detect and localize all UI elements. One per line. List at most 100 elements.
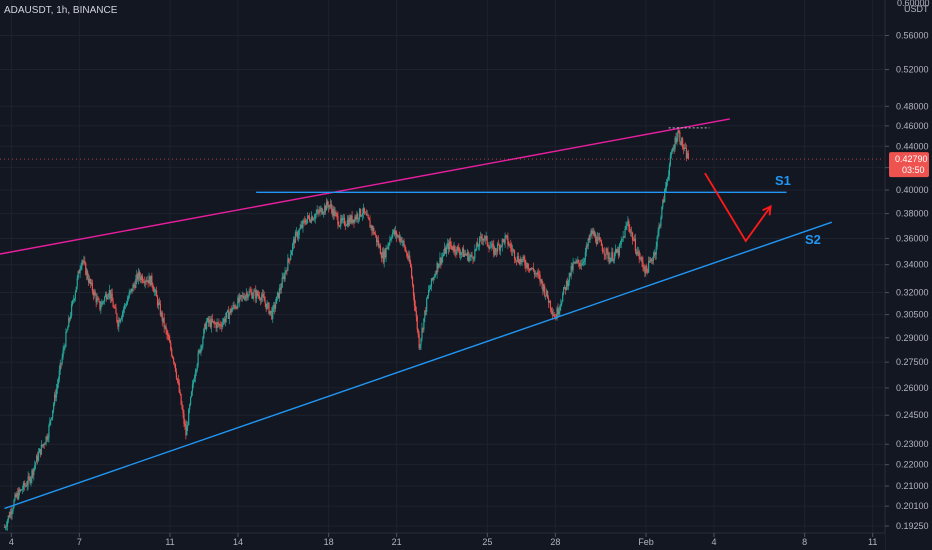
candle-body: [415, 310, 417, 317]
candle-body: [622, 236, 624, 240]
candle-body: [478, 246, 480, 248]
candle-body: [292, 239, 295, 244]
candle-body: [413, 295, 416, 306]
candle-body: [547, 298, 550, 303]
candle-body: [361, 213, 364, 216]
candle-body: [466, 252, 468, 256]
candle-body: [9, 511, 11, 518]
candle-body: [581, 263, 584, 266]
candle-body: [560, 304, 562, 307]
candle-body: [613, 259, 615, 261]
candle-body: [104, 294, 107, 297]
candle-body: [326, 201, 329, 206]
candle-body: [534, 273, 536, 275]
candle-body: [626, 224, 628, 226]
candle-body: [362, 207, 365, 214]
candle-body: [591, 230, 593, 234]
candle-body: [79, 269, 81, 274]
candle-body: [205, 323, 207, 329]
candle-body: [670, 151, 672, 156]
candle-body: [334, 212, 336, 216]
candle-body: [653, 252, 655, 257]
candle-body: [553, 314, 555, 317]
resistance-line: [0, 118, 730, 255]
candle-body: [206, 321, 208, 329]
candle-body: [232, 304, 234, 310]
candle-body: [529, 268, 532, 271]
candle-body: [350, 215, 352, 223]
candle-body: [295, 232, 297, 233]
candle-body: [18, 489, 20, 499]
candle-body: [135, 278, 137, 288]
candle-body: [372, 227, 374, 231]
candle-body: [681, 138, 683, 145]
candle-body: [244, 295, 246, 300]
candle-body: [226, 310, 229, 313]
candle-body: [458, 247, 460, 252]
candle-body: [677, 130, 679, 138]
candle-body: [366, 214, 368, 216]
candle-body: [25, 485, 27, 487]
candle-body: [354, 216, 356, 223]
candle-body: [58, 370, 60, 380]
candle-body: [16, 493, 18, 497]
candle-body: [472, 257, 474, 260]
candle-body: [445, 246, 448, 254]
candle-body: [270, 310, 272, 312]
candle-body: [173, 362, 176, 364]
price-tick-label: 0.38000: [896, 209, 929, 219]
candle-body: [310, 216, 313, 223]
candle-body: [376, 240, 379, 243]
candle-body: [263, 296, 265, 302]
candle-body: [573, 262, 575, 263]
candle-body: [449, 241, 451, 246]
candle-body: [474, 249, 476, 258]
candle-body: [388, 243, 390, 246]
candle-body: [355, 216, 357, 219]
candle-body: [274, 303, 277, 309]
candle-body: [439, 257, 441, 265]
candle-body: [50, 419, 52, 421]
candle-body: [315, 213, 317, 215]
candle-body: [207, 318, 210, 323]
candle-body: [223, 318, 225, 323]
candle-body: [382, 252, 384, 263]
candle-body: [314, 214, 316, 219]
candle-body: [195, 369, 197, 373]
candle-body: [22, 482, 25, 490]
candle-body: [114, 307, 116, 309]
candle-body: [7, 515, 9, 521]
candle-body: [230, 308, 232, 313]
candle-body: [683, 147, 686, 150]
candle-body: [469, 256, 471, 258]
candle-body: [201, 345, 203, 347]
s1-label: S1: [775, 173, 791, 188]
candle-body: [582, 261, 585, 264]
candle-body: [191, 384, 194, 392]
candle-body: [266, 303, 268, 310]
candle-body: [564, 287, 567, 290]
candle-body: [536, 272, 538, 275]
candle-body: [678, 130, 680, 132]
candle-body: [82, 260, 84, 263]
candle-body: [265, 303, 267, 310]
candle-body: [385, 247, 387, 258]
candle-body: [352, 219, 354, 223]
candle-body: [254, 290, 256, 292]
candle-body: [667, 175, 670, 180]
candle-body: [113, 307, 115, 308]
candle-body: [188, 409, 190, 426]
candle-body: [94, 291, 96, 296]
candle-body: [159, 303, 161, 316]
candle-body: [154, 290, 156, 293]
candle-body: [221, 326, 223, 327]
price-tick-label: 0.56000: [896, 31, 929, 41]
candle-body: [629, 226, 631, 232]
candle-body: [300, 225, 302, 228]
candle-body: [271, 310, 273, 319]
candle-body: [347, 219, 349, 226]
candle-body: [100, 306, 102, 310]
candle-body: [129, 291, 131, 293]
